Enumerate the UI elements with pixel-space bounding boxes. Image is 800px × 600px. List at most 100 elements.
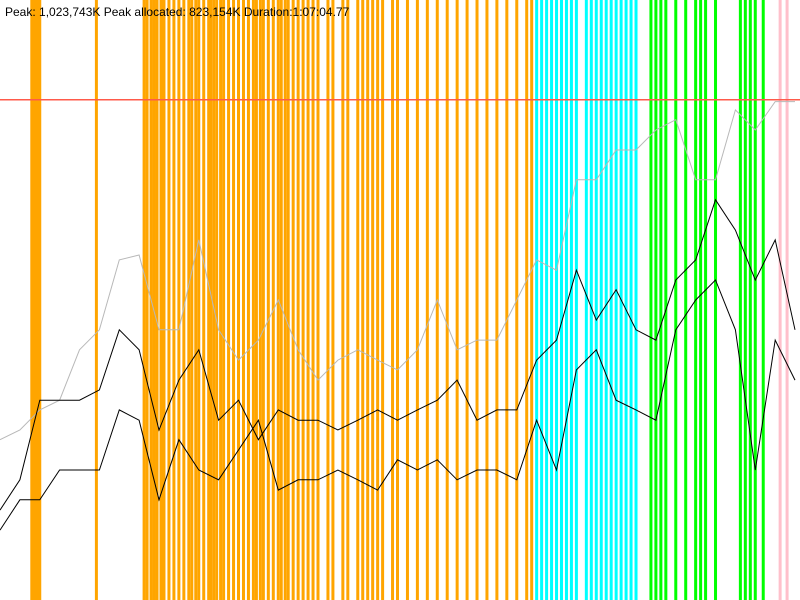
- gc-event-bar: [162, 0, 166, 600]
- gc-event-bar: [545, 0, 549, 600]
- gc-event-bar: [704, 0, 708, 600]
- gc-event-bar: [753, 0, 757, 600]
- gc-event-bar: [738, 0, 742, 600]
- gc-event-bar: [604, 0, 608, 600]
- gc-event-bar: [664, 0, 668, 600]
- gc-event-bar: [258, 0, 262, 600]
- gc-event-bar: [684, 0, 688, 600]
- gc-event-bar: [142, 0, 146, 600]
- gc-event-bar: [207, 0, 211, 600]
- gc-event-bar: [455, 0, 459, 600]
- gc-event-bar: [366, 0, 370, 600]
- gc-event-bar: [326, 0, 330, 600]
- gc-event-bar: [286, 0, 290, 600]
- gc-event-bar: [306, 0, 310, 600]
- gc-event-bar: [654, 0, 658, 600]
- gc-event-bar: [559, 0, 563, 600]
- gc-event-bar: [209, 0, 213, 600]
- gc-event-bar: [232, 0, 236, 600]
- gc-event-bar: [584, 0, 588, 600]
- gc-event-bar: [445, 0, 449, 600]
- gc-event-bar: [271, 0, 275, 600]
- gc-event-bar: [215, 0, 219, 600]
- gc-event-bar: [301, 0, 305, 600]
- gc-event-bar: [505, 0, 509, 600]
- gc-event-bar: [569, 0, 573, 600]
- gc-event-bar: [94, 0, 98, 600]
- gc-event-bar: [30, 0, 34, 600]
- gc-event-bar: [279, 0, 283, 600]
- gc-event-bar: [475, 0, 479, 600]
- gc-event-bar: [674, 0, 678, 600]
- gc-event-bar: [415, 0, 419, 600]
- gc-event-bar: [599, 0, 603, 600]
- gc-event-bar: [266, 0, 270, 600]
- gc-event-bar: [177, 0, 181, 600]
- gc-event-bar: [296, 0, 300, 600]
- gc-event-bar: [172, 0, 176, 600]
- gc-event-bar: [182, 0, 186, 600]
- gc-event-bar: [594, 0, 598, 600]
- gc-event-bar: [629, 0, 633, 600]
- gc-event-bar: [609, 0, 613, 600]
- gc-event-bar: [167, 0, 171, 600]
- gc-event-bar: [396, 0, 400, 600]
- gc-event-bar: [405, 0, 409, 600]
- gc-event-bar: [785, 0, 789, 600]
- gc-event-bar: [219, 0, 223, 600]
- gc-event-bar: [465, 0, 469, 600]
- gc-event-bar: [246, 0, 250, 600]
- gc-event-bar: [624, 0, 628, 600]
- gc-event-bar: [376, 0, 380, 600]
- gc-event-bar: [649, 0, 653, 600]
- gc-event-bar: [535, 0, 539, 600]
- gc-event-bar: [634, 0, 638, 600]
- gc-event-bar: [761, 0, 765, 600]
- gc-event-bar: [391, 0, 395, 600]
- gc-event-bar: [589, 0, 593, 600]
- memory-line: [0, 101, 795, 441]
- memory-line: [0, 279, 796, 531]
- gc-event-bar: [187, 0, 191, 600]
- gc-event-bar: [36, 0, 40, 600]
- gc-event-bar: [227, 0, 231, 600]
- memory-lines: [0, 99, 800, 531]
- gc-event-bar: [190, 0, 194, 600]
- gc-event-bar: [283, 0, 287, 600]
- gc-event-bar: [659, 0, 663, 600]
- gc-event-bar: [555, 0, 559, 600]
- gc-event-bar: [202, 0, 206, 600]
- gc-event-bar: [485, 0, 489, 600]
- gc-event-bar: [254, 0, 258, 600]
- gc-event-bar: [237, 0, 241, 600]
- gc-event-bar: [316, 0, 320, 600]
- gc-event-bar: [564, 0, 568, 600]
- gc-event-bar: [341, 0, 345, 600]
- gc-event-bar: [331, 0, 335, 600]
- gc-event-bar: [550, 0, 554, 600]
- gc-event-bar: [145, 0, 149, 600]
- gc-event-bar: [525, 0, 529, 600]
- gc-event-bar: [34, 0, 38, 600]
- memory-line: [0, 198, 796, 511]
- gc-event-bar: [361, 0, 365, 600]
- gc-event-bar: [356, 0, 360, 600]
- gc-event-bar: [222, 0, 226, 600]
- gc-event-bar: [530, 0, 534, 600]
- gc-event-bar: [699, 0, 703, 600]
- stats-header: Peak: 1,023,743K Peak allocated: 823,154…: [5, 5, 350, 19]
- gc-event-bar: [743, 0, 747, 600]
- gc-event-bar: [197, 0, 201, 600]
- gc-event-bar: [381, 0, 385, 600]
- gc-event-bar: [212, 0, 216, 600]
- gc-event-bar: [371, 0, 375, 600]
- gc-event-bar: [38, 0, 42, 600]
- gc-event-bar: [425, 0, 429, 600]
- gc-event-bar: [261, 0, 265, 600]
- gc-event-bar: [241, 0, 245, 600]
- gc-event-bar: [614, 0, 618, 600]
- gc-event-bar: [778, 0, 782, 600]
- gc-event-bar: [194, 0, 198, 600]
- gc-event-bar: [152, 0, 156, 600]
